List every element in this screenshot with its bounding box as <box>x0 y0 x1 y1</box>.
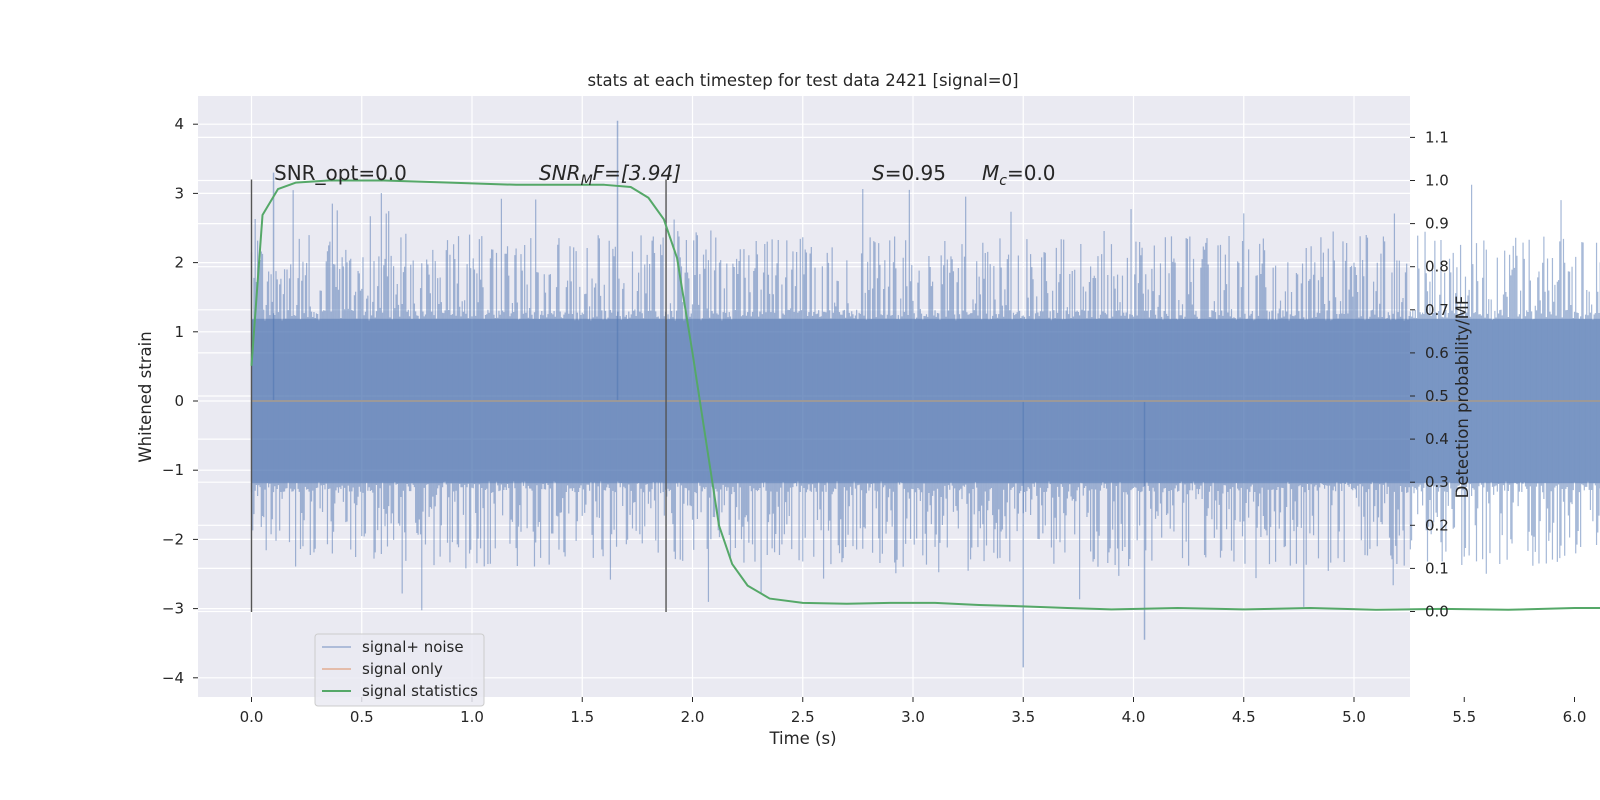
annotation-s: S=0.95 <box>872 161 946 185</box>
x-axis-ticks: 0.00.51.01.52.02.53.03.54.04.55.05.56.06… <box>240 697 1587 726</box>
x-tick-label: 2.5 <box>791 708 815 726</box>
right-y-tick-label: 0.7 <box>1425 301 1449 319</box>
signal-statistics-series <box>250 179 1600 611</box>
x-tick-label: 3.5 <box>1011 708 1035 726</box>
legend: signal+ noise signal only signal statist… <box>314 633 485 707</box>
right-y-tick-label: 0.3 <box>1425 473 1449 491</box>
right-y-tick-label: 0.8 <box>1425 258 1449 276</box>
right-y-tick-label: 0.0 <box>1425 603 1449 621</box>
x-tick-label: 0.5 <box>350 708 374 726</box>
right-y-tick-label: 1.1 <box>1425 128 1449 146</box>
annotation-snr-mf-sub: M <box>581 173 593 189</box>
x-tick-label: 6.0 <box>1563 708 1587 726</box>
annotation-mc-var: M <box>982 161 999 185</box>
legend-box <box>314 633 485 707</box>
annotation-snr-mf-rest: F=[3.94] <box>593 161 681 185</box>
left-y-tick-label: 4 <box>174 115 184 133</box>
right-y-tick-label: 1.0 <box>1425 172 1449 190</box>
segment-markers <box>250 179 667 613</box>
right-y-axis-ticks: 1.1 1.0 0.9 0.8 0.7 0.6 0.5 0.4 0.3 0.2 0.1 0.0 <box>1410 128 1449 621</box>
x-tick-label: 1.0 <box>460 708 484 726</box>
left-y-axis-ticks: 4 3 2 1 0 −1 −2 −3 −4 <box>162 115 198 687</box>
left-y-tick-label: 3 <box>174 184 184 202</box>
left-y-tick-label: −2 <box>162 530 184 548</box>
left-y-tick-label: 2 <box>174 254 184 272</box>
right-y-axis-label: Detection probability/MF <box>1453 296 1472 499</box>
annotation-mc: Mc=0.0 <box>982 161 1056 189</box>
left-y-tick-label: 0 <box>174 392 184 410</box>
left-y-tick-label: 1 <box>174 323 184 341</box>
annotation-snr-mf: SNRMF=[3.94] <box>539 161 681 189</box>
annotation-snr-opt: SNR_opt=0.0 <box>274 161 407 185</box>
x-tick-label: 5.0 <box>1342 708 1366 726</box>
left-y-tick-label: −4 <box>162 669 184 687</box>
x-tick-label: 3.0 <box>901 708 925 726</box>
annotations: SNR_opt=0.0 SNRMF=[3.94] S=0.95 Mc=0.0 <box>274 161 1056 189</box>
right-y-tick-label: 0.1 <box>1425 559 1449 577</box>
right-y-tick-label: 0.2 <box>1425 516 1449 534</box>
x-axis-label: Time (s) <box>768 729 836 748</box>
right-y-tick-label: 0.9 <box>1425 215 1449 233</box>
x-tick-label: 1.5 <box>570 708 594 726</box>
legend-label-signal-noise: signal+ noise <box>362 638 464 656</box>
x-tick-label: 5.5 <box>1452 708 1476 726</box>
annotation-mc-sub: c <box>999 173 1007 189</box>
annotation-mc-value: =0.0 <box>1007 161 1056 185</box>
x-tick-label: 2.0 <box>681 708 705 726</box>
signal-statistics-line <box>250 179 1600 611</box>
right-y-tick-label: 0.6 <box>1425 344 1449 362</box>
legend-label-signal-statistics: signal statistics <box>362 682 478 700</box>
left-y-tick-label: −1 <box>162 461 184 479</box>
chart-title: stats at each timestep for test data 242… <box>587 71 1018 90</box>
annotation-s-var: S <box>872 161 885 185</box>
left-y-axis-label: Whitened strain <box>136 331 155 462</box>
annotation-snr-mf-base: SNR <box>539 161 581 185</box>
x-tick-label: 4.0 <box>1122 708 1146 726</box>
right-y-tick-label: 0.5 <box>1425 387 1449 405</box>
x-tick-label: 0.0 <box>240 708 264 726</box>
right-y-tick-label: 0.4 <box>1425 430 1449 448</box>
annotation-s-value: =0.95 <box>885 161 946 185</box>
left-y-tick-label: −3 <box>162 600 184 618</box>
x-tick-label: 4.5 <box>1232 708 1256 726</box>
legend-label-signal-only: signal only <box>362 660 443 678</box>
